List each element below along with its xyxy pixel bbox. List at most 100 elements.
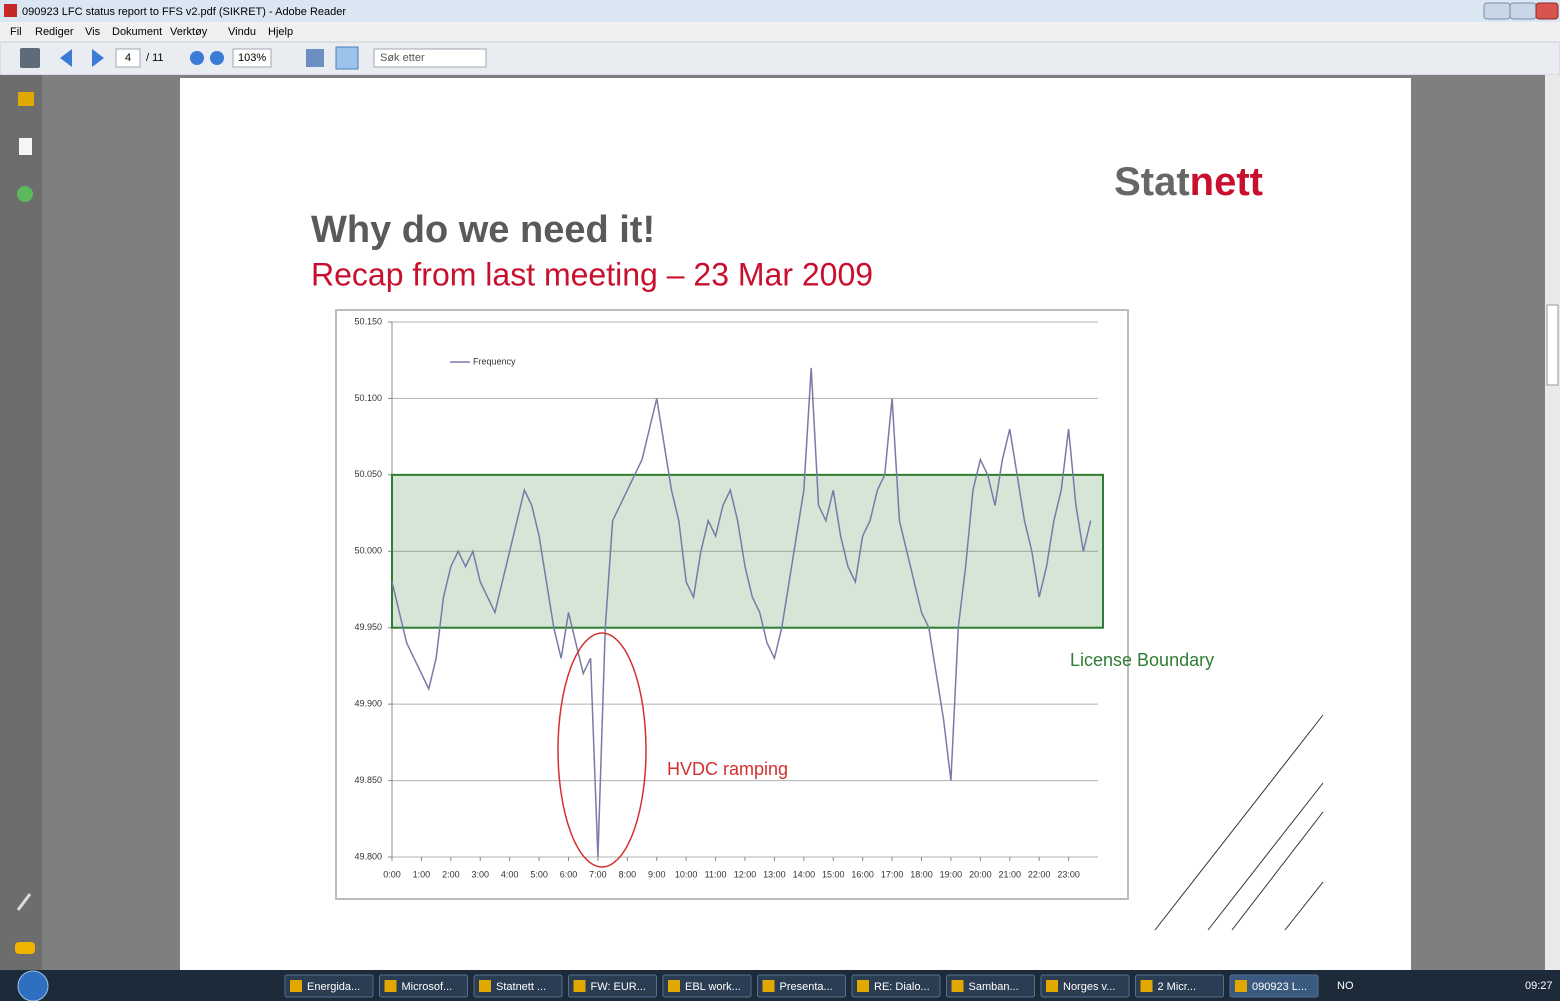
app-icon <box>4 4 17 17</box>
annotation: License Boundary <box>1070 650 1214 670</box>
zoom-in-button[interactable] <box>210 51 224 65</box>
fit-width-button[interactable] <box>306 49 324 67</box>
print-button[interactable] <box>20 48 40 68</box>
window-title: 090923 LFC status report to FFS v2.pdf (… <box>22 6 346 18</box>
page-input[interactable] <box>115 48 141 68</box>
minimize-button[interactable] <box>1483 2 1511 20</box>
menu-item[interactable]: Rediger <box>35 26 74 38</box>
search-box[interactable] <box>373 48 487 68</box>
x-tick-label: 4:00 <box>501 869 519 879</box>
annotation: HVDC ramping <box>667 759 788 779</box>
task-button[interactable] <box>946 974 1035 998</box>
task-icon <box>1140 980 1153 992</box>
x-tick-label: 8:00 <box>619 869 637 879</box>
x-tick-label: 20:00 <box>969 869 992 879</box>
menu-item[interactable]: Fil <box>10 26 22 38</box>
task-label: Statnett ... <box>496 981 546 993</box>
task-button[interactable] <box>473 974 563 998</box>
menu-item[interactable]: Verktøy <box>170 26 208 38</box>
comments-icon[interactable] <box>15 942 35 954</box>
task-label: 090923 L... <box>1252 981 1307 993</box>
x-tick-label: 17:00 <box>881 869 904 879</box>
zoom-out-button[interactable] <box>190 51 204 65</box>
menu-item[interactable]: Vindu <box>228 26 256 38</box>
task-icon <box>1235 980 1247 992</box>
task-button[interactable] <box>379 974 468 998</box>
x-tick-label: 19:00 <box>940 869 963 879</box>
task-icon <box>951 980 964 992</box>
x-tick-label: 5:00 <box>530 869 548 879</box>
task-label: FW: EUR... <box>591 981 646 993</box>
x-tick-label: 12:00 <box>734 869 757 879</box>
prev-page-button[interactable] <box>60 49 72 67</box>
next-page-button[interactable] <box>92 49 104 67</box>
clock: 09:27 <box>1525 980 1553 992</box>
task-button[interactable] <box>851 974 941 998</box>
x-tick-label: 13:00 <box>763 869 786 879</box>
task-button[interactable] <box>1229 974 1319 998</box>
x-tick-label: 21:00 <box>998 869 1021 879</box>
zoom-level: 103% <box>238 52 266 64</box>
title-bar <box>0 0 1560 22</box>
license-band <box>391 473 1104 629</box>
x-tick-label: 1:00 <box>413 869 431 879</box>
task-icon <box>479 980 491 992</box>
task-button[interactable] <box>662 974 752 998</box>
zoom-input[interactable] <box>232 48 272 68</box>
x-tick-label: 6:00 <box>560 869 578 879</box>
task-label: Presenta... <box>780 981 833 993</box>
logo-part: nett <box>1190 160 1263 204</box>
search-placeholder: Søk etter <box>380 52 425 64</box>
y-tick-label: 50.150 <box>354 316 382 326</box>
y-tick-label: 50.100 <box>354 393 382 403</box>
close-button[interactable] <box>1535 2 1559 20</box>
task-button[interactable] <box>568 974 657 998</box>
chart-frame <box>335 309 1129 900</box>
slide-heading: Why do we need it! <box>311 209 655 251</box>
start-button[interactable] <box>17 970 49 1001</box>
fit-page-button[interactable] <box>335 46 359 70</box>
menu-item[interactable]: Vis <box>85 26 101 38</box>
task-button[interactable] <box>1040 974 1130 998</box>
slide-subheading: Recap from last meeting – 23 Mar 2009 <box>311 256 873 292</box>
navigation-pane <box>0 75 42 970</box>
menu-item[interactable]: Hjelp <box>268 26 293 38</box>
task-button[interactable] <box>757 974 846 998</box>
task-list: Energida... Microsof... Statnett ... FW: EU… <box>284 974 1319 998</box>
x-tick-label: 14:00 <box>793 869 816 879</box>
attachments-icon[interactable] <box>16 893 32 911</box>
task-label: Microsof... <box>402 981 453 993</box>
y-tick-label: 49.800 <box>354 851 382 861</box>
security-icon[interactable] <box>18 92 34 106</box>
y-tick-label: 49.850 <box>354 775 382 785</box>
pages-icon[interactable] <box>19 138 32 155</box>
y-tick-label: 50.050 <box>354 469 382 479</box>
task-button[interactable] <box>1135 974 1224 998</box>
x-tick-label: 2:00 <box>442 869 460 879</box>
menu-bar <box>0 22 1560 42</box>
x-tick-label: 0:00 <box>383 869 401 879</box>
task-button[interactable] <box>284 974 374 998</box>
scroll-thumb[interactable] <box>1546 304 1559 386</box>
task-label: EBL work... <box>685 981 741 993</box>
chart: 49.800 49.850 49.900 49.950 50.000 50.050 50.1… <box>354 316 1214 879</box>
restore-button[interactable] <box>1509 2 1537 20</box>
x-tick-label: 23:00 <box>1057 869 1080 879</box>
x-tick-label: 22:00 <box>1028 869 1051 879</box>
task-icon <box>1046 980 1058 992</box>
language-indicator[interactable]: NO <box>1337 980 1354 992</box>
task-icon <box>762 980 775 992</box>
help-icon[interactable] <box>17 186 33 202</box>
x-tick-label: 18:00 <box>910 869 933 879</box>
task-icon <box>573 980 586 992</box>
scrollbar[interactable] <box>1545 75 1560 970</box>
task-icon <box>290 980 302 992</box>
menu-item[interactable]: Dokument <box>112 26 162 38</box>
task-icon <box>384 980 397 992</box>
task-icon <box>668 980 680 992</box>
task-label: Norges v... <box>1063 981 1115 993</box>
decoration <box>1154 714 1324 931</box>
series-line <box>391 367 1092 858</box>
task-label: RE: Dialo... <box>874 981 930 993</box>
task-label: Samban... <box>969 981 1019 993</box>
